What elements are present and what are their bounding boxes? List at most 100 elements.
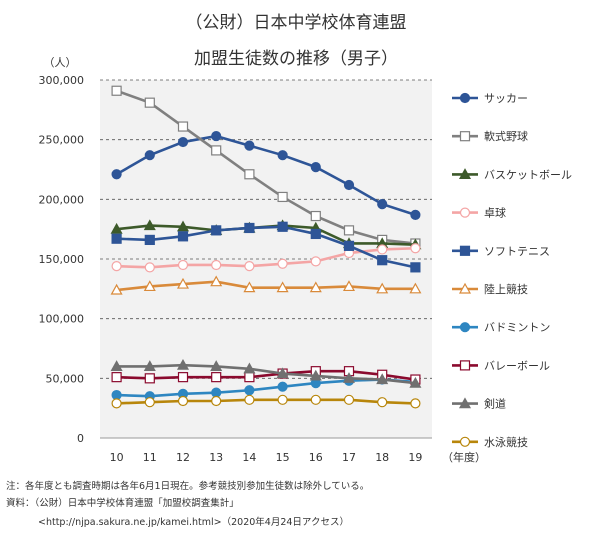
data-point (410, 398, 421, 409)
series-line (116, 89, 416, 245)
data-point (144, 234, 155, 246)
data-point (243, 281, 256, 293)
data-point (110, 222, 123, 234)
footnote: 注：各年度とも調査時期は各年6月1日現在。参考競技別参加生徒数は除外している。 (6, 481, 370, 492)
y-axis-label: （人） (44, 56, 77, 69)
data-point (110, 283, 123, 295)
line-chart: 0 50,000 100,000 150,000 200,000 250,000 300,0… (39, 56, 573, 464)
data-point (176, 358, 190, 370)
data-point (410, 243, 421, 254)
source-note: 資料：（公財）日本中学校体育連盟「加盟校調査集計」 (6, 498, 239, 509)
data-point (177, 231, 189, 242)
chart-title: （公財）日本中学校体育連盟 (185, 13, 407, 33)
data-point (277, 191, 288, 203)
data-point (277, 221, 288, 232)
source-url: <http://njpa.sakura.ne.jp/kamei.html>（20… (38, 517, 349, 528)
data-point (309, 281, 322, 293)
x-tick-label: 16 (309, 451, 323, 464)
legend-label: バスケットボール (484, 168, 572, 181)
data-point (377, 199, 388, 210)
legend-marker (459, 322, 471, 333)
data-point (342, 372, 356, 383)
x-tick-label: 12 (176, 451, 190, 464)
x-tick-label: 18 (375, 451, 389, 464)
data-point (310, 210, 321, 222)
series-line (116, 369, 416, 381)
data-point (211, 387, 222, 398)
data-point (310, 228, 321, 240)
data-point (177, 259, 189, 271)
x-tick-label: 15 (276, 451, 290, 464)
series-line (115, 134, 416, 217)
data-point (244, 394, 255, 405)
data-point (277, 394, 288, 405)
legend-marker (458, 397, 472, 409)
series-line (116, 246, 416, 269)
series-line (116, 363, 416, 385)
legend-marker (459, 360, 471, 371)
legend-marker (458, 168, 472, 179)
x-tick-label: 19 (408, 451, 422, 464)
y-tick-label: 200,000 (39, 193, 85, 206)
data-point (244, 222, 255, 234)
data-point (111, 169, 122, 180)
data-point (343, 394, 355, 405)
legend-marker (459, 436, 471, 447)
y-tick-label: 150,000 (39, 253, 85, 266)
legend-label: 水泳競技 (484, 435, 528, 449)
data-point (210, 360, 223, 371)
x-tick-label: 11 (143, 451, 157, 464)
data-point (177, 395, 189, 407)
data-point (111, 389, 122, 401)
data-point (277, 258, 288, 269)
data-point (244, 385, 255, 396)
data-point (377, 397, 388, 408)
legend-marker (459, 131, 471, 142)
data-point (111, 261, 122, 272)
y-tick-label: 100,000 (39, 313, 85, 326)
data-point (111, 398, 122, 409)
data-point (244, 169, 255, 180)
y-tick-label: 0 (77, 432, 84, 445)
data-point (144, 150, 155, 161)
data-point (276, 281, 289, 293)
data-point (342, 280, 356, 292)
legend-label: サッカー (484, 92, 528, 105)
data-point (177, 372, 189, 383)
data-point (376, 282, 389, 294)
legend-label: バレーボール (484, 359, 550, 372)
legend-label: 軟式野球 (484, 129, 528, 143)
data-point (343, 179, 355, 191)
chart-subtitle: 加盟生徒数の推移（男子） (194, 49, 398, 69)
y-tick-label: 250,000 (39, 134, 85, 147)
legend-label: ソフトテニス (484, 245, 550, 258)
data-point (376, 373, 389, 385)
legend-label: バドミントン (484, 321, 550, 334)
legend-label: 卓球 (484, 206, 506, 220)
x-tick-label: 13 (209, 451, 223, 464)
data-point (176, 220, 190, 232)
data-point (111, 372, 122, 383)
data-point (211, 145, 222, 156)
data-point (111, 233, 122, 244)
data-point (310, 162, 321, 173)
y-tick-label: 50,000 (46, 372, 85, 385)
data-point (377, 244, 388, 255)
data-point (244, 261, 255, 272)
data-point (244, 140, 255, 151)
data-point (144, 262, 155, 273)
data-point (144, 397, 155, 408)
legend-label: 陸上競技 (484, 282, 528, 296)
data-point (143, 280, 156, 292)
data-point (377, 255, 388, 266)
data-point (177, 121, 189, 132)
data-point (176, 277, 190, 289)
data-point (211, 225, 222, 236)
data-point (143, 219, 156, 231)
data-point (343, 225, 355, 236)
data-point (343, 240, 355, 251)
data-point (144, 97, 155, 108)
x-tick-label: 10 (110, 451, 124, 464)
data-point (111, 85, 122, 96)
data-point (277, 381, 288, 392)
